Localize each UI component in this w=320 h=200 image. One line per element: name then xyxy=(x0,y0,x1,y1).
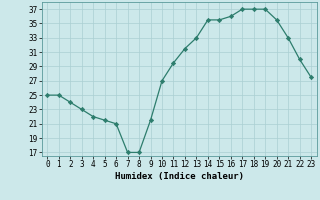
X-axis label: Humidex (Indice chaleur): Humidex (Indice chaleur) xyxy=(115,172,244,181)
